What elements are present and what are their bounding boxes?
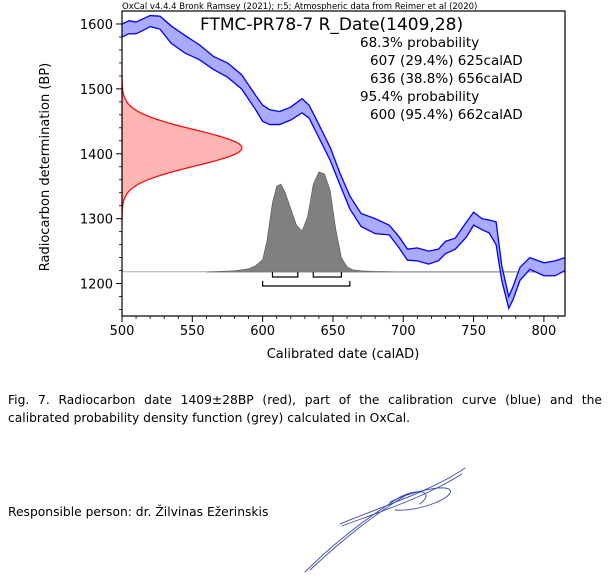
x-tick-label: 750 xyxy=(461,324,486,339)
x-axis-label: Calibrated date (calAD) xyxy=(267,347,420,362)
y-tick-label: 1200 xyxy=(80,278,113,293)
probability-text: 68.3% probability 607 (29.4%) 625calAD 636… xyxy=(360,35,523,123)
probability-line: 68.3% probability xyxy=(360,35,479,51)
y-axis-label: Radiocarbon determination (BP) xyxy=(38,63,53,271)
calibrated-distribution xyxy=(122,171,565,273)
range-95-bracket xyxy=(262,281,351,287)
x-tick-label: 500 xyxy=(110,324,135,339)
x-tick-label: 550 xyxy=(180,324,205,339)
x-axis: 500 550 600 650 700 750 800 xyxy=(110,316,559,339)
probability-line: 95.4% probability xyxy=(360,89,479,105)
x-tick-label: 800 xyxy=(531,324,556,339)
y-tick-label: 1300 xyxy=(80,213,113,228)
probability-line: 607 (29.4%) 625calAD xyxy=(370,53,523,69)
plot-content xyxy=(122,14,565,311)
y-tick-label: 1500 xyxy=(80,83,113,98)
oxcal-header: OxCal v4.4.4 Bronk Ramsey (2021); r:5; A… xyxy=(122,2,477,12)
x-tick-label: 650 xyxy=(321,324,346,339)
x-tick-label: 700 xyxy=(391,324,416,339)
probability-line: 600 (95.4%) 662calAD xyxy=(370,107,523,123)
radiocarbon-date-distribution xyxy=(122,74,243,222)
oxcal-chart: OxCal v4.4.4 Bronk Ramsey (2021); r:5; A… xyxy=(38,2,566,362)
calibration-curve-lower xyxy=(122,25,565,311)
probability-line: 636 (38.8%) 656calAD xyxy=(370,71,523,87)
plot-frame xyxy=(121,10,566,317)
responsible-person: Responsible person: dr. Žilvinas Ežerins… xyxy=(8,505,269,519)
y-tick-label: 1400 xyxy=(80,148,113,163)
y-axis: 1200 1300 1400 1500 1600 xyxy=(80,18,122,310)
calibration-curve-upper xyxy=(122,14,565,299)
x-tick-label: 600 xyxy=(250,324,275,339)
y-tick-label: 1600 xyxy=(80,18,113,33)
range-68-bracket xyxy=(271,272,299,278)
figure-caption: Fig. 7. Radiocarbon date 1409±28BP (red)… xyxy=(8,393,602,425)
plot-area xyxy=(122,14,565,311)
signature-image xyxy=(304,467,466,573)
chart-title: FTMC-PR78-7 R_Date(1409,28) xyxy=(200,15,463,35)
range-68-bracket xyxy=(312,272,342,278)
